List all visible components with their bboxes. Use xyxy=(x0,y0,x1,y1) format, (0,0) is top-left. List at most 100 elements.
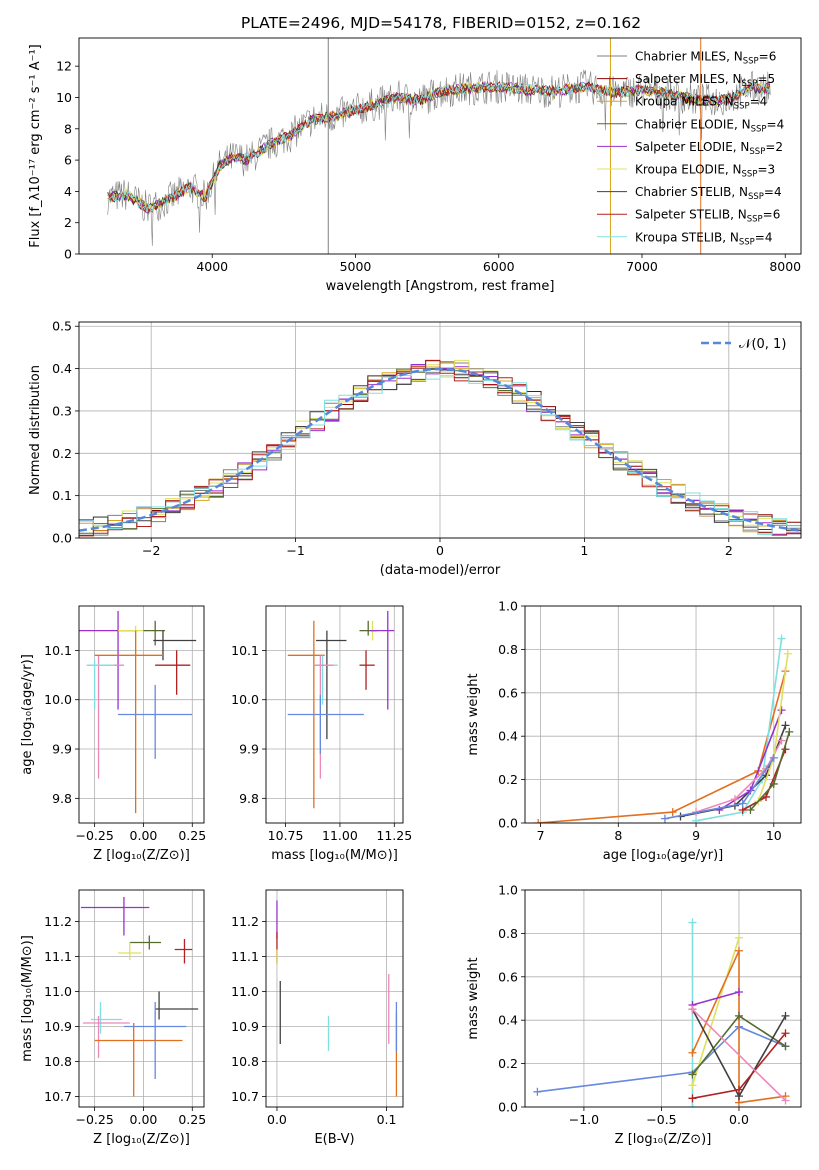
legend-nssp-subscript: SSP xyxy=(748,192,764,202)
mass_weight_vs_age-point-marker xyxy=(769,753,778,762)
mass_weight_vs_Z-point-marker xyxy=(533,1087,542,1096)
mass_weight_vs_Z-point-marker xyxy=(734,946,743,955)
legend-label: Kroupa MILES, NSSP=4 xyxy=(635,95,767,112)
mass_weight_vs_age-ytick-label: 0.8 xyxy=(498,642,518,657)
mass_vs_Z-ytick-label: 11.1 xyxy=(44,949,72,964)
spectrum-ytick-label: 8 xyxy=(64,121,72,136)
mass_vs_ebv-xtick-label: 0.0 xyxy=(267,1112,287,1127)
mass_weight_vs_age-point-marker xyxy=(660,814,669,823)
residuals-histogram-step xyxy=(79,360,801,537)
mass_weight_vs_Z-point-marker xyxy=(688,1070,697,1079)
legend-nssp-prefix: , N xyxy=(731,185,748,199)
mass_vs_ebv-ytick-label: 10.9 xyxy=(231,1019,259,1034)
mass_weight_vs_age-xtick-label: 10 xyxy=(766,828,782,843)
spectrum-xtick-label: 8000 xyxy=(769,259,801,274)
mass_weight_vs_Z-series-line xyxy=(691,950,786,1104)
mass_weight_vs_age-point-marker xyxy=(730,795,739,804)
residuals-ytick-label: 0.2 xyxy=(52,446,72,461)
mass_vs_Z-ylabel: mass [log₁₀(M/M⊙)] xyxy=(20,935,35,1062)
mass_vs_ebv-ytick-label: 11.0 xyxy=(231,984,259,999)
mass_vs_Z-plot-area xyxy=(80,897,199,1097)
legend-nssp-prefix: , N xyxy=(722,230,739,244)
spectrum-xtick-label: 6000 xyxy=(483,259,515,274)
mass_vs_ebv-plot-area xyxy=(276,900,398,1097)
mass_weight_vs_Z-ytick-label: 0.8 xyxy=(498,926,518,941)
mass_weight_vs_Z-xtick-label: 0.0 xyxy=(729,1112,749,1127)
legend-nssp-subscript: SSP xyxy=(739,237,755,247)
mass_vs_Z-xtick-label: 0.00 xyxy=(130,1112,158,1127)
legend-nssp-eq: = xyxy=(765,140,775,154)
mass_weight_vs_Z-ytick-label: 0.0 xyxy=(498,1100,518,1115)
mass_weight_vs_age-point-marker xyxy=(668,808,677,817)
mass_vs_Z-frame xyxy=(78,889,205,1108)
legend-nssp-value: 6 xyxy=(773,208,781,222)
age_vs_mass-xlabel: mass [log₁₀(M/M⊙)] xyxy=(271,848,398,863)
mass_weight_vs_age-series-line xyxy=(695,638,783,822)
gaussian-reference-curve xyxy=(79,367,801,532)
age_vs_Z-xlabel: Z [log₁₀(Z/Z⊙)] xyxy=(93,848,190,863)
mass_weight_vs_age-point-marker xyxy=(777,736,786,745)
mass_weight_vs_age-xtick-label: 8 xyxy=(614,828,622,843)
mass_weight_vs_Z-xtick-label: −1.0 xyxy=(569,1112,599,1127)
legend-nssp-subscript: SSP xyxy=(742,170,758,180)
mass_vs_ebv-ytick-label: 11.1 xyxy=(231,949,259,964)
residuals-xtick-label: 0 xyxy=(436,543,444,558)
legend-nssp-value: 2 xyxy=(775,140,783,154)
age_vs_Z-xtick-label: 0.00 xyxy=(130,828,158,843)
mass_vs_Z-xlabel: Z [log₁₀(Z/Z⊙)] xyxy=(93,1132,190,1147)
legend-series-name: Salpeter MILES xyxy=(635,72,725,86)
residuals-ytick-label: 0.0 xyxy=(52,531,72,546)
age_vs_mass-xtick-label: 11.25 xyxy=(376,828,412,843)
mass_vs_Z-ytick-label: 11.0 xyxy=(44,984,72,999)
mass_weight_vs_age-ytick-label: 0.4 xyxy=(498,729,518,744)
mass_weight_vs_Z-plot-area xyxy=(533,918,790,1107)
age_vs_mass-ytick-label: 9.8 xyxy=(239,791,259,806)
mass_vs_ebv-ytick-label: 10.7 xyxy=(231,1089,259,1104)
age_vs_Z-xtick-label: −0.25 xyxy=(75,828,113,843)
spectrum-ytick-label: 10 xyxy=(56,90,72,105)
spectrum-frame xyxy=(78,37,802,255)
legend-series-name: Kroupa MILES xyxy=(635,95,717,109)
age_vs_Z-frame xyxy=(78,605,205,824)
legend-nssp-eq: = xyxy=(759,50,769,64)
mass_weight_vs_Z-point-marker xyxy=(688,1094,697,1103)
mass_vs_ebv-ytick-label: 10.8 xyxy=(231,1054,259,1069)
mass_weight_vs_age-xtick-label: 9 xyxy=(692,828,700,843)
mass_weight_vs_Z-point-marker xyxy=(734,1085,743,1094)
mass_weight_vs_age-point-marker xyxy=(692,816,701,823)
spectrum-series-line xyxy=(107,81,770,212)
mass_weight_vs_age-point-marker xyxy=(746,805,755,814)
mass_weight_vs_age-point-marker xyxy=(783,649,792,658)
mass_weight_vs_Z-point-marker xyxy=(688,1081,697,1090)
spectrum-xtick-label: 4000 xyxy=(196,259,228,274)
spectrum-ytick-label: 6 xyxy=(64,153,72,168)
legend-nssp-subscript: SSP xyxy=(743,57,759,67)
residuals-ytick-label: 0.3 xyxy=(52,403,72,418)
age_vs_Z-ytick-label: 10.1 xyxy=(44,643,72,658)
legend-nssp-eq: = xyxy=(767,117,777,131)
mass_weight_vs_Z-series-line xyxy=(691,937,740,1086)
residuals-ylabel: Normed distribution xyxy=(28,365,43,495)
age_vs_mass-ytick-label: 10.0 xyxy=(231,692,259,707)
mass_weight_vs_Z-point-marker xyxy=(734,1011,743,1020)
mass_vs_Z-ytick-label: 11.2 xyxy=(44,914,72,929)
mass_vs_ebv-xlabel: E(B-V) xyxy=(314,1132,354,1147)
legend-nssp-prefix: , N xyxy=(725,72,742,86)
mass_vs_Z-ytick-label: 10.7 xyxy=(44,1089,72,1104)
legend-nssp-prefix: , N xyxy=(733,140,750,154)
legend-label: Chabrier MILES, NSSP=6 xyxy=(635,50,776,67)
legend-nssp-subscript: SSP xyxy=(742,79,758,89)
legend-nssp-prefix: , N xyxy=(730,208,747,222)
legend-series-name: Kroupa STELIB xyxy=(635,230,722,244)
spectrum-axes: 4000 5000 6000 7000 8000024681012wavelength … xyxy=(28,37,802,294)
residuals-plot-area xyxy=(79,359,801,537)
residuals-axes: −2 −1 0 1 2 0.0 0.1 0.2 0.3 0.4 0.5 (data-model)/er… xyxy=(28,319,802,578)
residuals-ytick-label: 0.5 xyxy=(52,319,72,334)
legend-label: Chabrier STELIB, NSSP=4 xyxy=(635,185,782,202)
residuals-legend: 𝒩(0, 1) xyxy=(701,337,786,352)
legend-series-name: Salpeter ELODIE xyxy=(635,140,733,154)
mass_weight_vs_age-ytick-label: 1.0 xyxy=(498,599,518,614)
mass_weight_vs_age-point-marker xyxy=(769,779,778,788)
age_vs_mass-xtick-label: 11.00 xyxy=(322,828,358,843)
